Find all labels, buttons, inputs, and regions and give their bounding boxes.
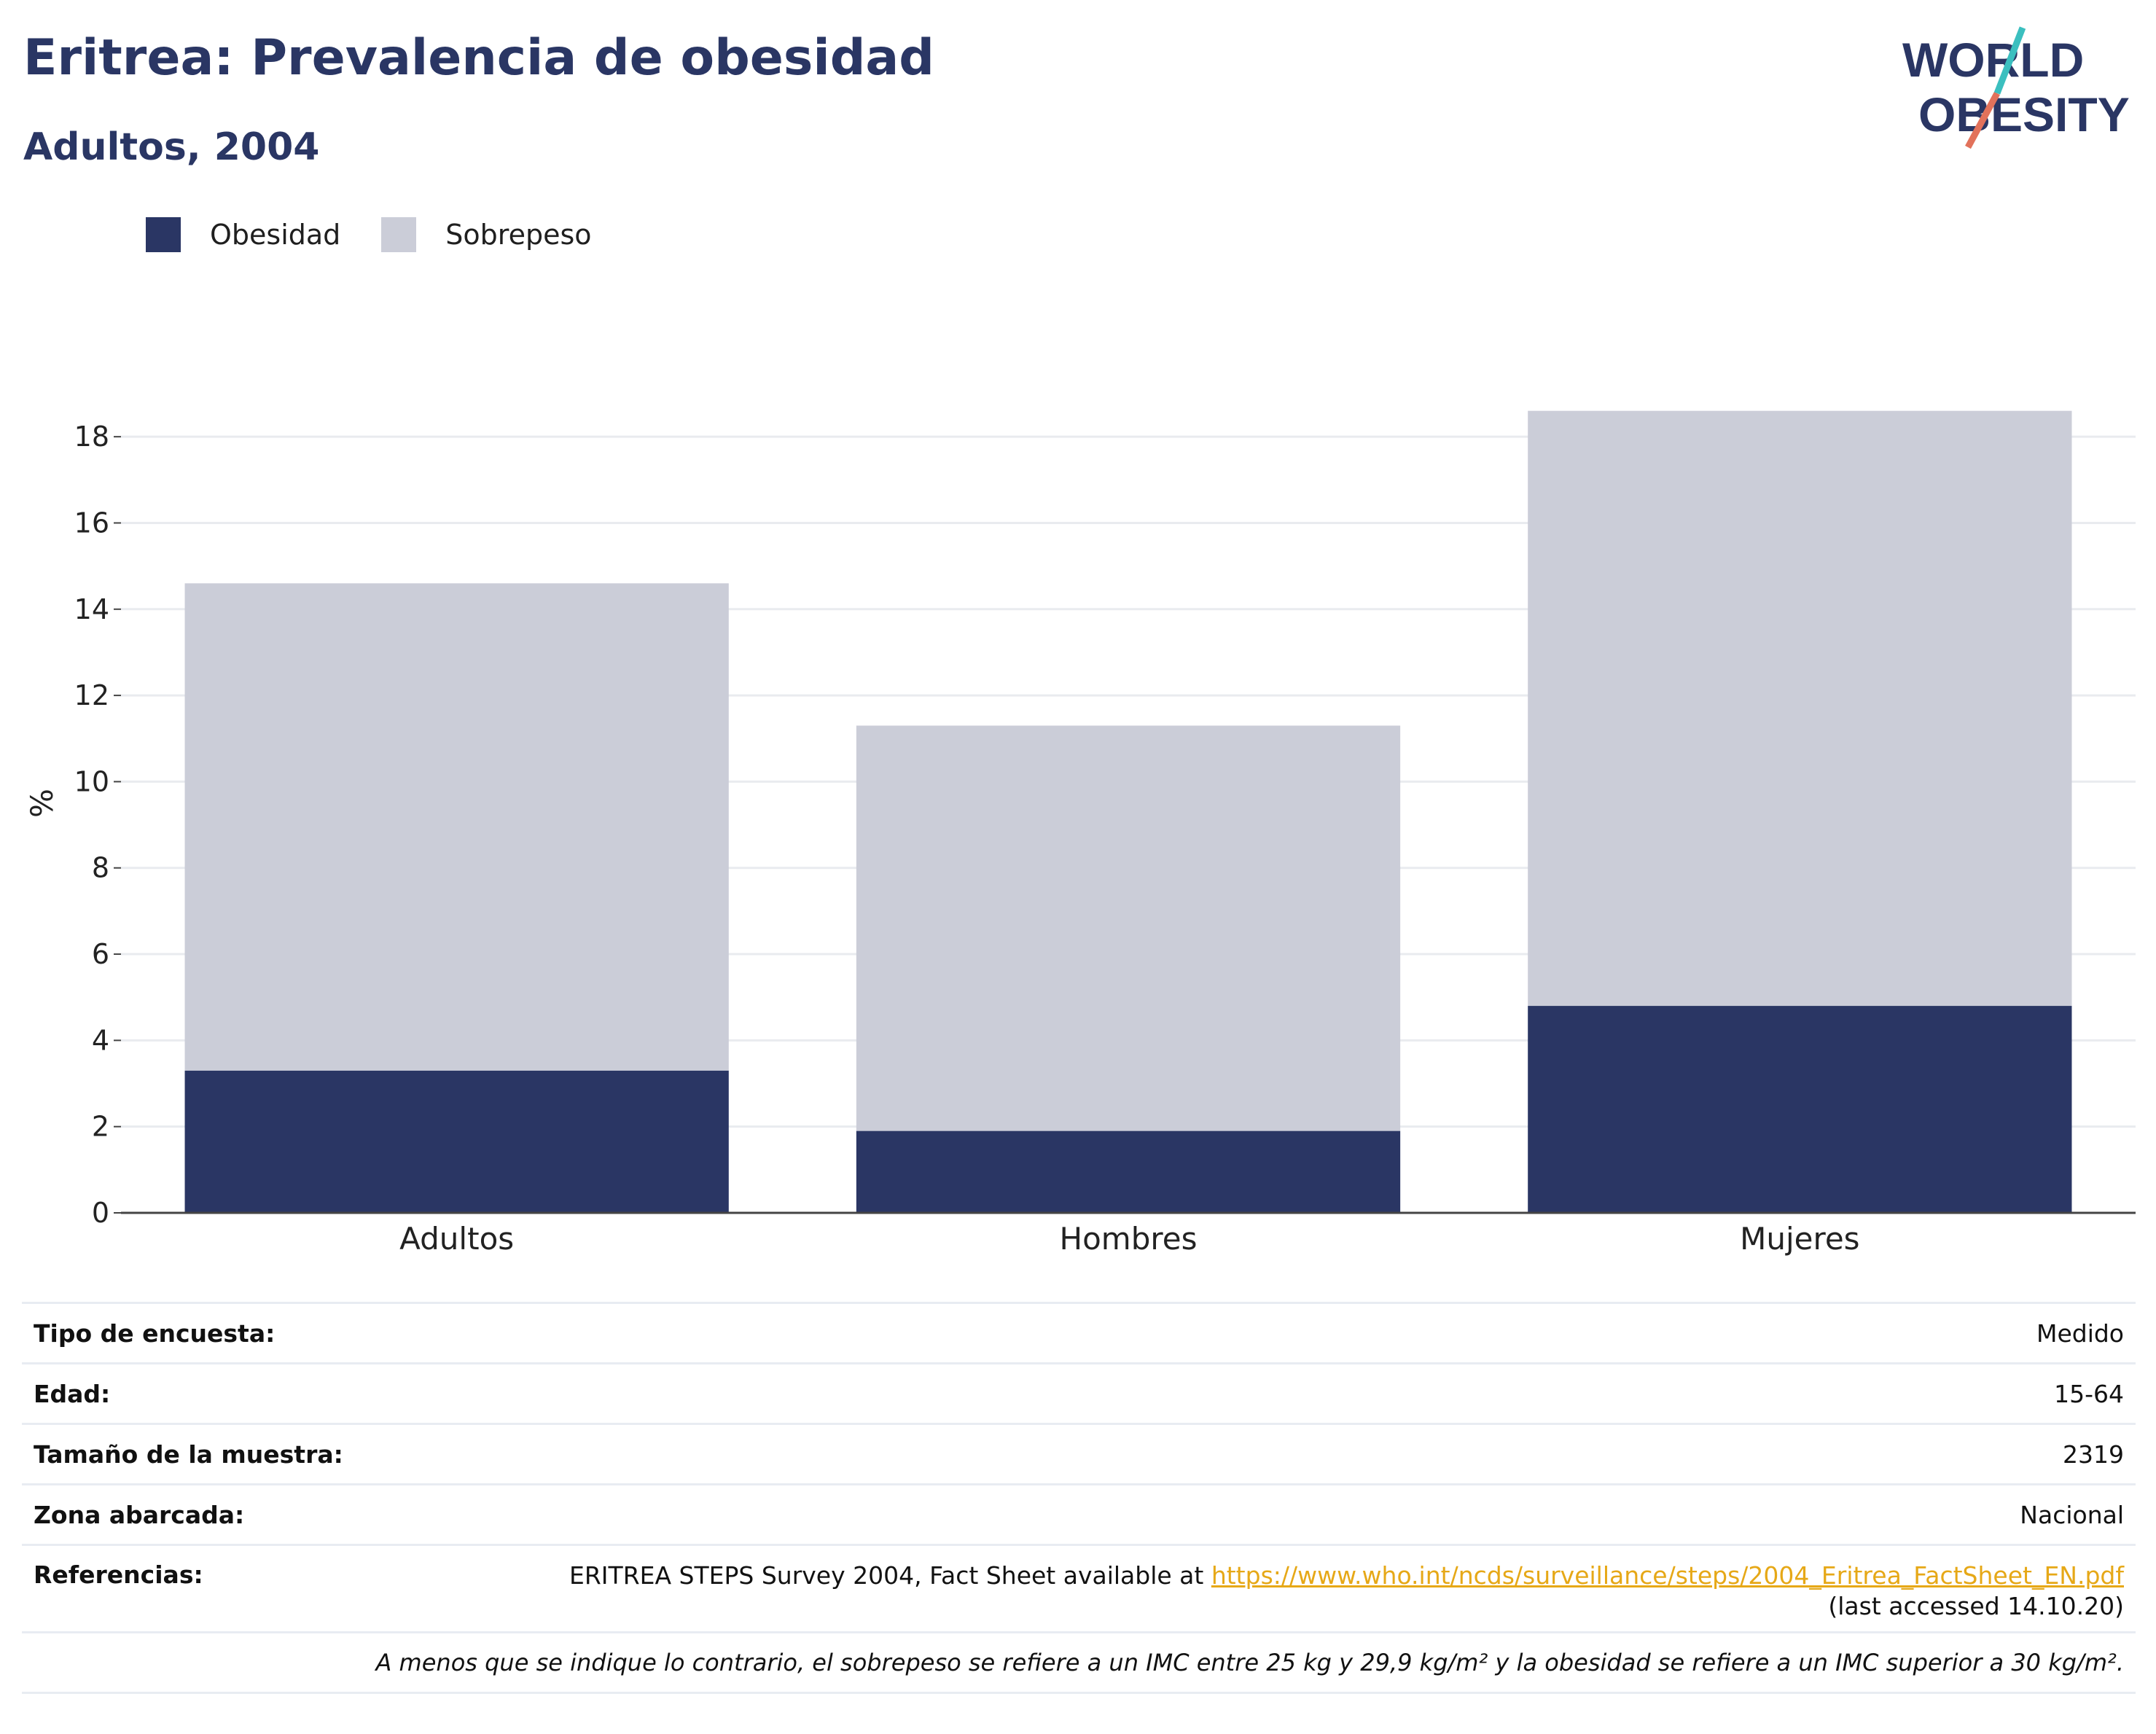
logo-slash-coral: [1965, 91, 2000, 149]
legend-item-obesidad[interactable]: Obesidad: [146, 217, 340, 252]
references-accessed: (last accessed 14.10.20): [1828, 1592, 2124, 1620]
area-label: Zona abarcada:: [34, 1500, 245, 1529]
sample-size-value: 2319: [2063, 1440, 2124, 1469]
logo-text-world: WORLD: [1902, 33, 2084, 87]
bar-hombres-sobrepeso: [856, 725, 1401, 1131]
y-tick-label-18: 18: [74, 421, 109, 453]
bar-mujeres-sobrepeso: [1528, 410, 2072, 1007]
info-row-age: Edad: 15-64: [22, 1362, 2136, 1423]
legend-item-sobrepeso[interactable]: Sobrepeso: [381, 217, 592, 252]
references-value: ERITREA STEPS Survey 2004, Fact Sheet av…: [569, 1561, 2124, 1622]
legend-label-sobrepeso: Sobrepeso: [445, 219, 592, 251]
bar-hombres-obesidad: [856, 1130, 1401, 1213]
y-tick-label-12: 12: [74, 679, 109, 711]
survey-type-label: Tipo de encuesta:: [34, 1319, 276, 1348]
bar-adultos-sobrepeso: [184, 583, 729, 1071]
y-tick-label-2: 2: [92, 1111, 109, 1143]
logo-slash-teal: [1993, 26, 2026, 95]
y-tick-label-6: 6: [92, 938, 109, 970]
chart-legend: Obesidad Sobrepeso: [146, 217, 633, 252]
age-label: Edad:: [34, 1379, 111, 1408]
stacked-bar-chart: 0 2 4 6 8 10 12 14 16 18% Adultos Hombres Mujeres: [24, 410, 2136, 1257]
references-text: ERITREA STEPS Survey 2004, Fact Sheet av…: [569, 1561, 1211, 1590]
references-link[interactable]: https://www.who.int/ncds/surveillance/st…: [1211, 1561, 2124, 1590]
y-axis-label: %: [24, 789, 60, 818]
sample-size-label: Tamaño de la muestra:: [34, 1440, 343, 1469]
survey-info-table: Tipo de encuesta: Medido Edad: 15-64 Tam…: [22, 1302, 2136, 1694]
info-row-references: Referencias: ERITREA STEPS Survey 2004, …: [22, 1544, 2136, 1631]
legend-label-obesidad: Obesidad: [210, 219, 341, 251]
page-subtitle: Adultos, 2004: [23, 125, 320, 169]
bar-adultos-obesidad: [184, 1070, 729, 1213]
legend-swatch-sobrepeso: [381, 217, 417, 252]
page-title: Eritrea: Prevalencia de obesidad: [23, 29, 934, 87]
y-tick-label-0: 0: [92, 1197, 109, 1229]
y-tick-label-14: 14: [74, 593, 109, 625]
definition-note: A menos que se indique lo contrario, el …: [22, 1631, 2136, 1694]
y-tick-label-8: 8: [92, 852, 109, 884]
y-tick-label-4: 4: [92, 1024, 109, 1056]
logo-text-obesity: OBESITY: [1918, 87, 2130, 141]
bar-mujeres-obesidad: [1528, 1006, 2072, 1213]
info-row-area: Zona abarcada: Nacional: [22, 1483, 2136, 1544]
info-row-survey-type: Tipo de encuesta: Medido: [22, 1302, 2136, 1362]
legend-swatch-obesidad: [146, 217, 181, 252]
y-tick-label-16: 16: [74, 507, 109, 539]
y-tick-label-10: 10: [74, 765, 109, 797]
x-tick-label-hombres: Hombres: [1060, 1221, 1198, 1257]
x-tick-label-adultos: Adultos: [399, 1221, 514, 1257]
age-value: 15-64: [2054, 1379, 2124, 1408]
references-label: Referencias:: [34, 1561, 203, 1589]
survey-type-value: Medido: [2036, 1319, 2124, 1348]
world-obesity-logo: WORLD OBESITY: [1902, 26, 2130, 149]
info-row-sample-size: Tamaño de la muestra: 2319: [22, 1423, 2136, 1483]
area-value: Nacional: [2020, 1500, 2124, 1529]
x-tick-label-mujeres: Mujeres: [1740, 1221, 1859, 1257]
